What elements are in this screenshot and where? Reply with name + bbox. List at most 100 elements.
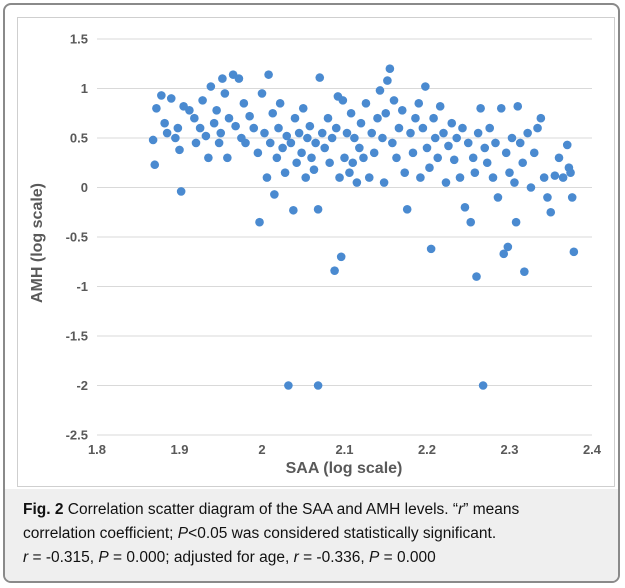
data-point	[367, 128, 377, 138]
data-point	[257, 89, 267, 98]
y-tick-label: 0.5	[70, 131, 88, 146]
data-point	[510, 178, 519, 187]
scatter-plot: 1.5 1 0.5 0 -0.5 -1 -1.5 -2 -2.51.8 1.9 2 2.1 2.2 2.3…	[29, 32, 602, 478]
y-tick-label: 1	[81, 81, 88, 96]
y-tick-label: -2	[76, 378, 88, 393]
data-point	[268, 108, 278, 118]
data-point	[294, 128, 304, 138]
data-point	[162, 128, 172, 138]
data-point	[470, 168, 480, 177]
data-point	[204, 153, 213, 163]
data-point	[274, 123, 283, 133]
y-axis-title: AMH (log scale)	[29, 183, 46, 303]
data-point	[342, 128, 352, 138]
data-point	[198, 96, 207, 105]
x-tick-label: 2.2	[418, 442, 436, 457]
data-point	[214, 138, 224, 148]
data-point	[439, 128, 448, 138]
data-point	[239, 99, 249, 108]
data-point	[206, 82, 216, 91]
data-point	[216, 128, 226, 138]
data-point	[418, 123, 428, 133]
data-points	[148, 64, 579, 390]
caption-text: ” means	[463, 501, 520, 518]
data-point	[305, 121, 315, 131]
data-point	[533, 123, 542, 133]
data-point	[176, 187, 186, 196]
data-point	[478, 381, 488, 390]
data-point	[317, 128, 327, 138]
y-tick-label: -1	[76, 279, 88, 294]
data-point	[330, 266, 339, 275]
data-point	[286, 138, 296, 148]
data-point	[270, 190, 279, 199]
caption-italic-p: P	[177, 525, 189, 542]
data-point	[313, 381, 323, 390]
data-point	[290, 113, 300, 123]
data-point	[264, 70, 273, 79]
data-point	[303, 133, 312, 143]
data-point	[313, 204, 323, 214]
data-point	[212, 105, 221, 115]
data-point	[352, 178, 362, 187]
data-point	[231, 121, 240, 131]
data-point	[569, 247, 579, 257]
data-point	[381, 108, 391, 118]
data-point	[416, 173, 425, 182]
data-point	[150, 160, 160, 170]
x-tick-label: 1.8	[88, 442, 106, 457]
caption-text: = -0.336,	[298, 549, 369, 566]
data-point	[220, 89, 230, 98]
data-point	[406, 128, 415, 138]
data-point	[567, 193, 577, 202]
chart-area: 1.5 1 0.5 0 -0.5 -1 -1.5 -2 -2.5 1.8 1.9 2 2.1 2.2 2.3…	[17, 17, 615, 487]
caption-italic-r: r	[458, 501, 464, 518]
caption-text: correlation coefficient;	[23, 525, 178, 542]
data-point	[346, 108, 356, 118]
caption-text: <0.05 was considered statistically signi…	[188, 525, 497, 542]
data-point	[278, 143, 287, 153]
data-point	[253, 148, 263, 158]
data-point	[297, 148, 306, 158]
data-point	[435, 102, 445, 111]
data-point	[400, 168, 410, 177]
data-point	[325, 158, 334, 168]
data-point	[292, 158, 301, 168]
data-point	[430, 133, 440, 143]
data-point	[166, 94, 176, 103]
data-point	[455, 173, 465, 182]
data-point	[320, 143, 330, 153]
data-point	[447, 118, 457, 128]
data-point	[511, 217, 521, 227]
data-point	[441, 178, 451, 187]
data-point	[473, 128, 483, 138]
data-point	[529, 148, 539, 158]
figure-caption: Fig. 2 Correlation scatter diagram of th…	[23, 498, 608, 570]
data-point	[148, 135, 158, 145]
data-point	[241, 138, 250, 148]
data-point	[336, 252, 346, 262]
data-point	[493, 193, 503, 202]
data-point	[364, 173, 374, 182]
data-point	[463, 138, 473, 148]
data-point	[392, 153, 401, 163]
caption-italic-r: r	[293, 549, 299, 566]
data-point	[385, 64, 395, 73]
data-point	[223, 153, 232, 163]
data-point	[566, 168, 575, 177]
x-tick-label: 2.4	[583, 442, 602, 457]
data-point	[282, 131, 292, 141]
data-point	[309, 165, 319, 174]
data-point	[397, 105, 407, 115]
data-point	[280, 168, 290, 177]
data-point	[359, 153, 368, 163]
data-point	[307, 153, 316, 163]
data-point	[335, 173, 344, 182]
data-point	[433, 153, 443, 163]
data-point	[503, 242, 513, 252]
data-point	[262, 173, 272, 182]
caption-italic-p: P	[98, 549, 109, 566]
caption-text: = 0.000; adjusted for age,	[108, 549, 294, 566]
data-point	[507, 133, 517, 143]
data-point	[536, 113, 546, 123]
